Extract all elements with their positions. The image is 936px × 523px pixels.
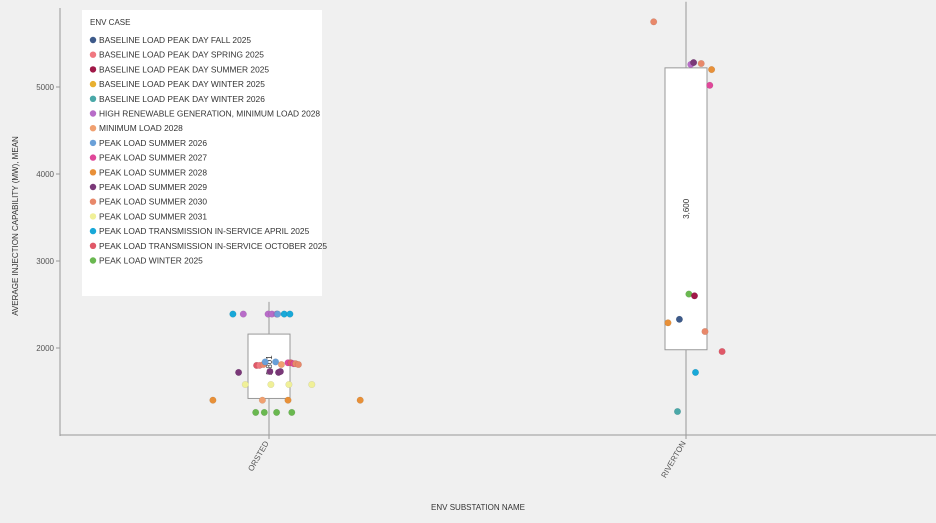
legend-swatch (89, 125, 97, 132)
data-point (274, 310, 282, 318)
legend-item-label: MINIMUM LOAD 2028 (99, 123, 183, 133)
legend-item-label: BASELINE LOAD PEAK DAY SPRING 2025 (99, 50, 264, 60)
legend-item-label: PEAK LOAD SUMMER 2030 (99, 197, 207, 207)
data-point (258, 396, 266, 404)
legend-swatch (89, 198, 97, 205)
legend-swatch (89, 169, 97, 176)
legend-swatch (89, 80, 97, 88)
legend-item-label: BASELINE LOAD PEAK DAY SUMMER 2025 (99, 64, 269, 74)
x-axis-title: ENV SUBSTATION NAME (431, 503, 525, 512)
legend-item-label: PEAK LOAD SUMMER 2029 (99, 182, 207, 192)
data-point (706, 81, 714, 89)
legend-item-label: HIGH RENEWABLE GENERATION, MINIMUM LOAD … (99, 109, 320, 119)
data-point (273, 408, 281, 416)
y-axis-title: AVERAGE INJECTION CAPABILITY (MW), MEAN (11, 136, 20, 316)
data-point (308, 380, 316, 389)
legend-swatch (89, 51, 97, 58)
data-point (690, 292, 699, 300)
data-point (701, 327, 709, 336)
legend-item-label: PEAK LOAD SUMMER 2031 (99, 211, 207, 221)
data-point (235, 368, 243, 376)
data-point (284, 396, 292, 404)
data-point (288, 408, 296, 416)
data-point (675, 315, 683, 323)
data-point (239, 310, 247, 318)
data-point (267, 380, 275, 389)
data-point (266, 367, 274, 376)
data-point (691, 368, 700, 376)
y-tick-label: 2000 (36, 344, 54, 353)
legend-swatch (89, 66, 97, 73)
legend-item-label: PEAK LOAD SUMMER 2028 (99, 167, 207, 177)
legend-item-label: PEAK LOAD SUMMER 2027 (99, 153, 207, 163)
data-point (272, 358, 280, 366)
data-point (294, 360, 302, 369)
box-layer: 1,801 3,600 (247, 1, 708, 435)
data-point (252, 408, 260, 416)
legend-item-label: PEAK LOAD SUMMER 2026 (99, 138, 207, 148)
legend-item-label: BASELINE LOAD PEAK DAY FALL 2025 (99, 35, 251, 45)
data-point (229, 310, 237, 318)
legend-swatch (89, 213, 97, 220)
data-point (277, 360, 285, 369)
legend-swatch (89, 227, 97, 235)
legend-item-label: PEAK LOAD TRANSMISSION IN-SERVICE OCTOBE… (99, 241, 327, 251)
y-tick-label: 3000 (36, 257, 54, 266)
data-point (664, 319, 672, 327)
legend-swatch (89, 154, 97, 161)
box-body (664, 67, 708, 351)
box-median-label: 1,801 (265, 355, 274, 376)
legend-item-label: PEAK LOAD WINTER 2025 (99, 256, 203, 266)
legend-swatch (89, 183, 97, 191)
x-tick-label: RIVERTON (659, 439, 687, 479)
legend-swatch (89, 36, 97, 44)
legend-title: ENV CASE (90, 18, 130, 27)
legend-swatch (89, 95, 97, 103)
data-point (285, 380, 293, 389)
data-point (697, 59, 705, 68)
data-point (650, 18, 658, 26)
legend-swatch (89, 257, 97, 264)
data-point (276, 367, 284, 376)
data-point (718, 347, 726, 356)
point-layer (209, 18, 726, 416)
data-point (356, 396, 364, 404)
data-point (260, 408, 268, 416)
y-tick-label: 5000 (36, 83, 54, 92)
legend-swatch (89, 110, 97, 117)
data-point (673, 407, 682, 416)
legend-item-label: BASELINE LOAD PEAK DAY WINTER 2026 (99, 94, 265, 104)
data-point (209, 396, 217, 404)
legend-item-label: BASELINE LOAD PEAK DAY WINTER 2025 (99, 79, 265, 89)
data-point (708, 66, 716, 74)
x-tick-label: ORSTED (246, 439, 271, 473)
data-point (286, 310, 294, 318)
data-point (261, 358, 269, 366)
legend-item-label: PEAK LOAD TRANSMISSION IN-SERVICE APRIL … (99, 226, 310, 236)
data-point (690, 59, 698, 67)
data-point (241, 380, 249, 389)
legend: ENV CASE BASELINE LOAD PEAK DAY FALL 202… (82, 10, 327, 296)
legend-background (82, 10, 322, 296)
box-median-label: 3,600 (682, 198, 691, 219)
legend-swatch (89, 139, 97, 147)
legend-swatch (89, 242, 97, 249)
y-tick-label: 4000 (36, 170, 54, 179)
